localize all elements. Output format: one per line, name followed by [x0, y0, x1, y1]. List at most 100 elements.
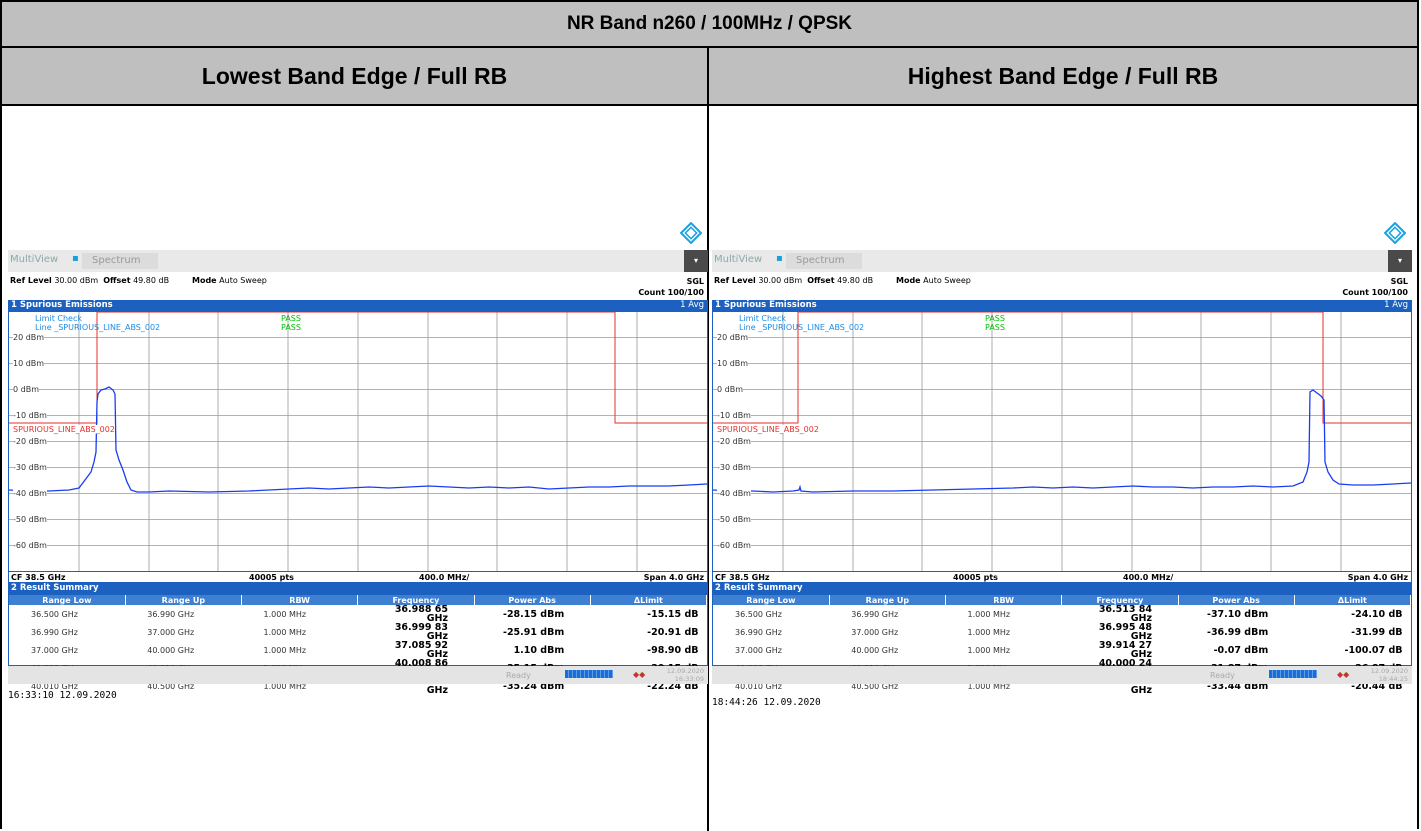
spectrum-graph-svg — [713, 312, 1411, 571]
left-column-header: Lowest Band Edge / Full RB — [2, 48, 709, 106]
frequency-per-division: 400.0 MHz/ — [1123, 573, 1173, 582]
ref-level-value: 30.00 dBm — [758, 276, 802, 285]
right-column-header: Highest Band Edge / Full RB — [709, 48, 1417, 106]
table-row: 37.000 GHz 40.000 GHz 1.000 MHz 37.085 92 G… — [9, 641, 707, 659]
status-time: 16:33:09 — [675, 675, 704, 683]
table-cell: 1.000 MHz — [242, 623, 358, 641]
multiview-indicator-icon: ▪ — [776, 253, 783, 264]
menu-chevron-icon[interactable]: ▾ — [1388, 250, 1412, 272]
count-label: Count 100/100 — [638, 288, 704, 297]
table-cell: 39.914 27 GHz — [1062, 641, 1178, 659]
table-cell: -20.91 dB — [590, 623, 706, 641]
multiview-label[interactable]: MultiView — [10, 254, 58, 265]
center-frequency: CF 38.5 GHz — [11, 573, 66, 582]
center-frequency: CF 38.5 GHz — [715, 573, 770, 582]
table-cell: -28.15 dBm — [474, 605, 590, 623]
y-tick-minus10: -10 dBm — [717, 411, 751, 420]
y-tick-minus10: -10 dBm — [13, 411, 47, 420]
ref-level-label: Ref Level — [714, 276, 756, 285]
mode-label: Mode — [192, 276, 217, 285]
sgl-label: SGL — [1391, 277, 1408, 286]
progress-bar — [565, 670, 613, 678]
multiview-indicator-icon: ▪ — [72, 253, 79, 264]
table-cell: 1.000 MHz — [242, 641, 358, 659]
col-delta-limit: ΔLimit — [1294, 595, 1410, 605]
table-cell: 40.000 GHz — [829, 641, 945, 659]
table-cell: 1.10 dBm — [474, 641, 590, 659]
tab-spectrum[interactable]: Spectrum — [786, 253, 862, 269]
span-value: Span 4.0 GHz — [1348, 573, 1408, 582]
table-cell: 37.000 GHz — [9, 641, 125, 659]
spurious-line-label: SPURIOUS_LINE_ABS_002 — [13, 425, 115, 434]
graph-title: 1 Spurious Emissions — [11, 300, 113, 310]
spectrum-plot: Limit Check Line _SPURIOUS_LINE_ABS_002 … — [712, 312, 1412, 571]
left-analyzer-screenshot: MultiView ▪ Spectrum ▾ Ref Level 30.00 d… — [8, 222, 708, 692]
y-tick-minus40: -40 dBm — [717, 489, 751, 498]
table-cell: 36.995 48 GHz — [1062, 623, 1178, 641]
col-delta-limit: ΔLimit — [590, 595, 706, 605]
y-tick-20: 20 dBm — [717, 333, 748, 342]
avg-label: 1 Avg — [680, 300, 704, 310]
limit-check-result: PASS — [985, 314, 1005, 323]
graph-header: 1 Spurious Emissions 1 Avg — [712, 300, 1412, 312]
table-cell: -100.07 dB — [1294, 641, 1410, 659]
table-row: 36.990 GHz 37.000 GHz 1.000 MHz 36.999 83 G… — [9, 623, 707, 641]
x-axis-bar: CF 38.5 GHz 40005 pts 400.0 MHz/ Span 4.… — [8, 571, 708, 583]
table-cell: 40.000 GHz — [125, 641, 241, 659]
table-cell: 1.000 MHz — [242, 605, 358, 623]
toolbar: MultiView ▪ Spectrum ▾ — [8, 250, 708, 272]
menu-chevron-icon[interactable]: ▾ — [684, 250, 708, 272]
flag-icon: ◆◆ — [633, 670, 645, 679]
table-cell: 1.000 MHz — [946, 623, 1062, 641]
offset-label: Offset — [103, 276, 130, 285]
table-cell: -37.10 dBm — [1178, 605, 1294, 623]
col-range-low: Range Low — [713, 595, 829, 605]
limit-check-label: Limit Check — [739, 314, 786, 323]
offset-value: 49.80 dB — [133, 276, 169, 285]
table-cell: 37.000 GHz — [829, 623, 945, 641]
mode-value: Auto Sweep — [923, 276, 971, 285]
right-analyzer-screenshot: MultiView ▪ Spectrum ▾ Ref Level 30.00 d… — [712, 222, 1412, 692]
table-cell: -0.07 dBm — [1178, 641, 1294, 659]
ready-status: Ready — [506, 671, 531, 680]
y-tick-minus20: -20 dBm — [13, 437, 47, 446]
span-value: Span 4.0 GHz — [644, 573, 704, 582]
toolbar: MultiView ▪ Spectrum ▾ — [712, 250, 1412, 272]
sgl-label: SGL — [687, 277, 704, 286]
y-tick-minus40: -40 dBm — [13, 489, 47, 498]
col-rbw: RBW — [946, 595, 1062, 605]
multiview-label[interactable]: MultiView — [714, 254, 762, 265]
tab-spectrum[interactable]: Spectrum — [82, 253, 158, 269]
table-cell: 1.000 MHz — [946, 605, 1062, 623]
status-bar: Ready ◆◆ 12.09.2020 16:33:09 — [8, 666, 708, 684]
spectrum-plot: Limit Check Line _SPURIOUS_LINE_ABS_002 … — [8, 312, 708, 571]
ready-status: Ready — [1210, 671, 1235, 680]
count-label: Count 100/100 — [1342, 288, 1408, 297]
status-time: 18:44:25 — [1379, 675, 1408, 683]
table-cell: -98.90 dB — [590, 641, 706, 659]
result-summary-table: Range Low Range Up RBW Frequency Power A… — [712, 594, 1412, 666]
y-tick-minus20: -20 dBm — [717, 437, 751, 446]
graph-header: 1 Spurious Emissions 1 Avg — [8, 300, 708, 312]
x-axis-bar: CF 38.5 GHz 40005 pts 400.0 MHz/ Span 4.… — [712, 571, 1412, 583]
rs-logo-icon — [680, 222, 702, 244]
settings-info: Ref Level 30.00 dBm Offset 49.80 dB Mode… — [712, 272, 1412, 300]
table-cell: -15.15 dB — [590, 605, 706, 623]
result-summary-table: Range Low Range Up RBW Frequency Power A… — [8, 594, 708, 666]
limit-line-name: Line _SPURIOUS_LINE_ABS_002 — [739, 323, 864, 332]
y-tick-minus30: -30 dBm — [13, 463, 47, 472]
y-tick-minus30: -30 dBm — [717, 463, 751, 472]
table-cell: 36.999 83 GHz — [358, 623, 474, 641]
y-tick-20: 20 dBm — [13, 333, 44, 342]
y-tick-minus50: -50 dBm — [13, 515, 47, 524]
ref-level-value: 30.00 dBm — [54, 276, 98, 285]
status-bar: Ready ◆◆ 12.09.2020 18:44:25 — [712, 666, 1412, 684]
table-row: 36.990 GHz 37.000 GHz 1.000 MHz 36.995 48 G… — [713, 623, 1411, 641]
limit-line-result: PASS — [281, 323, 301, 332]
table-cell: 37.000 GHz — [125, 623, 241, 641]
table-row: 36.500 GHz 36.990 GHz 1.000 MHz 36.988 65 G… — [9, 605, 707, 623]
table-cell: 36.500 GHz — [713, 605, 829, 623]
col-range-up: Range Up — [125, 595, 241, 605]
page-title: NR Band n260 / 100MHz / QPSK — [2, 2, 1417, 48]
col-power-abs: Power Abs — [1178, 595, 1294, 605]
